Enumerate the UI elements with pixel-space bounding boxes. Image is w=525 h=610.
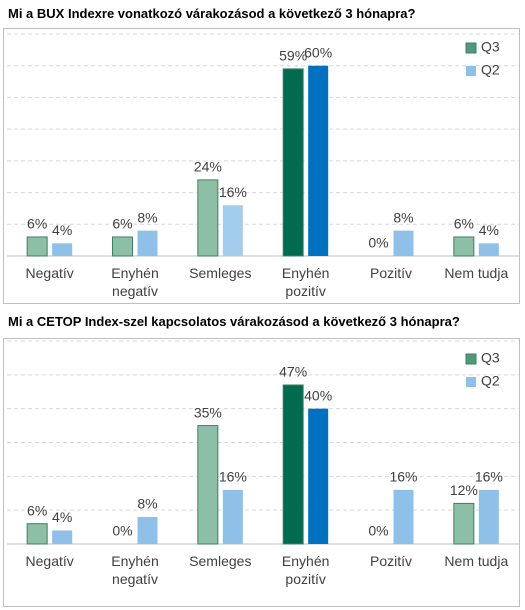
bar	[308, 408, 329, 544]
value-label: 6%	[454, 216, 474, 232]
bar	[26, 236, 48, 257]
value-label: 0%	[368, 235, 388, 251]
bar	[112, 236, 133, 257]
chart-title: Mi a CETOP Index-szel kapcsolatos várako…	[8, 314, 460, 329]
value-label: 12%	[450, 482, 478, 498]
legend-label: Q3	[481, 39, 500, 55]
x-tick-label: Enyhén negatív	[111, 553, 159, 587]
legend-swatch	[466, 66, 476, 76]
bar	[478, 243, 499, 256]
bar	[393, 230, 414, 256]
x-tick-label: Enyhén negatív	[111, 265, 159, 299]
bar	[282, 384, 304, 545]
bar	[453, 236, 475, 257]
bar	[52, 243, 73, 256]
value-label: 4%	[52, 222, 72, 238]
x-tick-label: Nem tudja	[444, 265, 509, 281]
value-label: 6%	[112, 216, 132, 232]
chart: 6% 4% 0% 8% 35% 16% 47% 40% 0% 16% 12% 16% Q3 Q2 Negat…	[3, 338, 520, 607]
value-label: 35%	[194, 404, 222, 420]
value-label: 16%	[219, 184, 247, 200]
value-label: 8%	[137, 496, 157, 512]
bar	[197, 425, 219, 545]
x-tick-label: Semleges	[189, 265, 252, 281]
plot: 6% 4% 6% 8% 24% 16% 59%60% 0% 8% 6% 4% Q3 Q2	[7, 33, 519, 257]
x-tick-label: Negatív	[25, 553, 74, 569]
value-label: 47%	[279, 364, 307, 380]
x-tick-label: Enyhén pozitív	[281, 553, 330, 587]
value-label: 6%	[27, 216, 47, 232]
x-tick-label: Pozitív	[369, 553, 412, 569]
value-label: 16%	[219, 469, 247, 485]
value-label: 0%	[368, 523, 388, 539]
chart-title: Mi a BUX Indexre vonatkozó várakozásod a…	[8, 6, 416, 21]
x-tick-label: Pozitív	[369, 265, 412, 281]
x-tick-label: Enyhén pozitív	[281, 265, 330, 299]
value-label: 40%	[304, 387, 332, 403]
bar	[308, 65, 329, 256]
legend-swatch	[466, 377, 476, 387]
x-tick-label: Nem tudja	[444, 553, 509, 569]
legend-swatch	[465, 353, 477, 365]
bar	[222, 489, 243, 544]
bar	[26, 523, 48, 545]
value-label: 8%	[393, 209, 413, 225]
bar	[393, 489, 414, 544]
value-label: 0%	[112, 523, 132, 539]
value-label: 8%	[137, 209, 157, 225]
value-label: 4%	[52, 509, 72, 525]
value-label: 4%	[479, 222, 499, 238]
x-tick-label: Semleges	[189, 553, 252, 569]
legend-swatch	[465, 42, 477, 54]
value-label: 16%	[475, 469, 503, 485]
bar	[52, 530, 73, 544]
bar	[282, 68, 304, 257]
legend-label: Q3	[481, 350, 500, 366]
value-label: 16%	[389, 469, 417, 485]
value-label: 6%	[27, 502, 47, 518]
value-label: 59%	[279, 48, 307, 64]
value-label: 60%	[304, 44, 332, 60]
x-tick-label: Negatív	[25, 265, 74, 281]
chart: 6% 4% 6% 8% 24% 16% 59% 60% 0% 8% 6% 4% Q3 Q2 Negatív E…	[3, 28, 520, 304]
legend-label: Q2	[481, 373, 500, 389]
legend-label: Q2	[481, 62, 500, 78]
bar	[478, 489, 499, 544]
value-label: 24%	[194, 159, 222, 175]
bar	[137, 516, 158, 544]
bar	[453, 502, 475, 545]
bar	[137, 230, 158, 256]
bar	[197, 179, 219, 257]
bar	[222, 205, 243, 256]
